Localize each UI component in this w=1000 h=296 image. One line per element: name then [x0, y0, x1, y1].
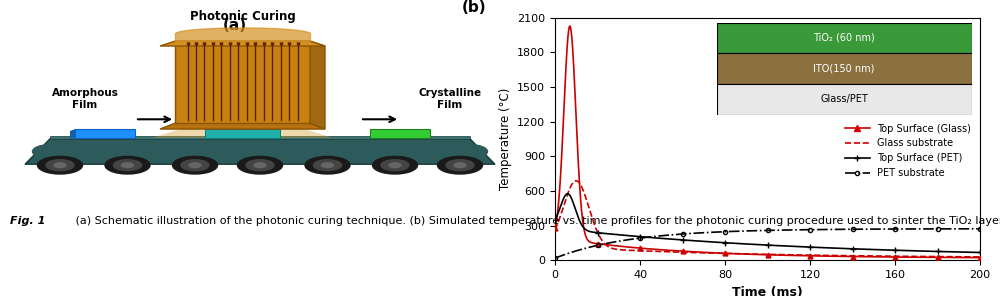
Circle shape: [314, 160, 342, 171]
Circle shape: [173, 156, 218, 174]
Polygon shape: [310, 41, 325, 129]
Circle shape: [46, 160, 74, 171]
Circle shape: [32, 145, 68, 158]
Text: Fig. 1: Fig. 1: [10, 216, 45, 226]
FancyBboxPatch shape: [205, 129, 280, 138]
Circle shape: [389, 163, 401, 168]
Polygon shape: [160, 123, 325, 129]
Text: Crystalline
Film: Crystalline Film: [418, 88, 482, 110]
Circle shape: [452, 145, 488, 158]
Circle shape: [105, 156, 150, 174]
Polygon shape: [175, 41, 310, 123]
Circle shape: [446, 160, 474, 171]
Circle shape: [38, 156, 82, 174]
Text: (a): (a): [223, 18, 247, 33]
Circle shape: [181, 160, 209, 171]
Text: Amorphous
Film: Amorphous Film: [52, 88, 118, 110]
Circle shape: [254, 163, 266, 168]
Circle shape: [438, 156, 482, 174]
Circle shape: [238, 156, 283, 174]
Polygon shape: [153, 125, 332, 138]
Y-axis label: Temperature (°C): Temperature (°C): [499, 88, 512, 190]
Polygon shape: [160, 41, 325, 46]
FancyBboxPatch shape: [75, 129, 135, 138]
Polygon shape: [25, 139, 495, 164]
Polygon shape: [50, 136, 470, 139]
Circle shape: [381, 160, 409, 171]
Circle shape: [114, 160, 142, 171]
Circle shape: [189, 163, 201, 168]
Legend: Top Surface (Glass), Glass substrate, Top Surface (PET), PET substrate: Top Surface (Glass), Glass substrate, To…: [841, 120, 975, 182]
Circle shape: [322, 163, 334, 168]
Circle shape: [122, 163, 134, 168]
FancyBboxPatch shape: [370, 129, 430, 138]
Text: Photonic Curing: Photonic Curing: [190, 9, 295, 22]
Circle shape: [454, 163, 466, 168]
Text: (a) Schematic illustration of the photonic curing technique. (b) Simulated tempe: (a) Schematic illustration of the photon…: [65, 216, 1000, 226]
Text: (b): (b): [462, 0, 486, 15]
Circle shape: [246, 160, 274, 171]
X-axis label: Time (ms): Time (ms): [732, 286, 803, 296]
Circle shape: [54, 163, 66, 168]
Polygon shape: [70, 129, 75, 139]
Circle shape: [305, 156, 350, 174]
Circle shape: [372, 156, 418, 174]
